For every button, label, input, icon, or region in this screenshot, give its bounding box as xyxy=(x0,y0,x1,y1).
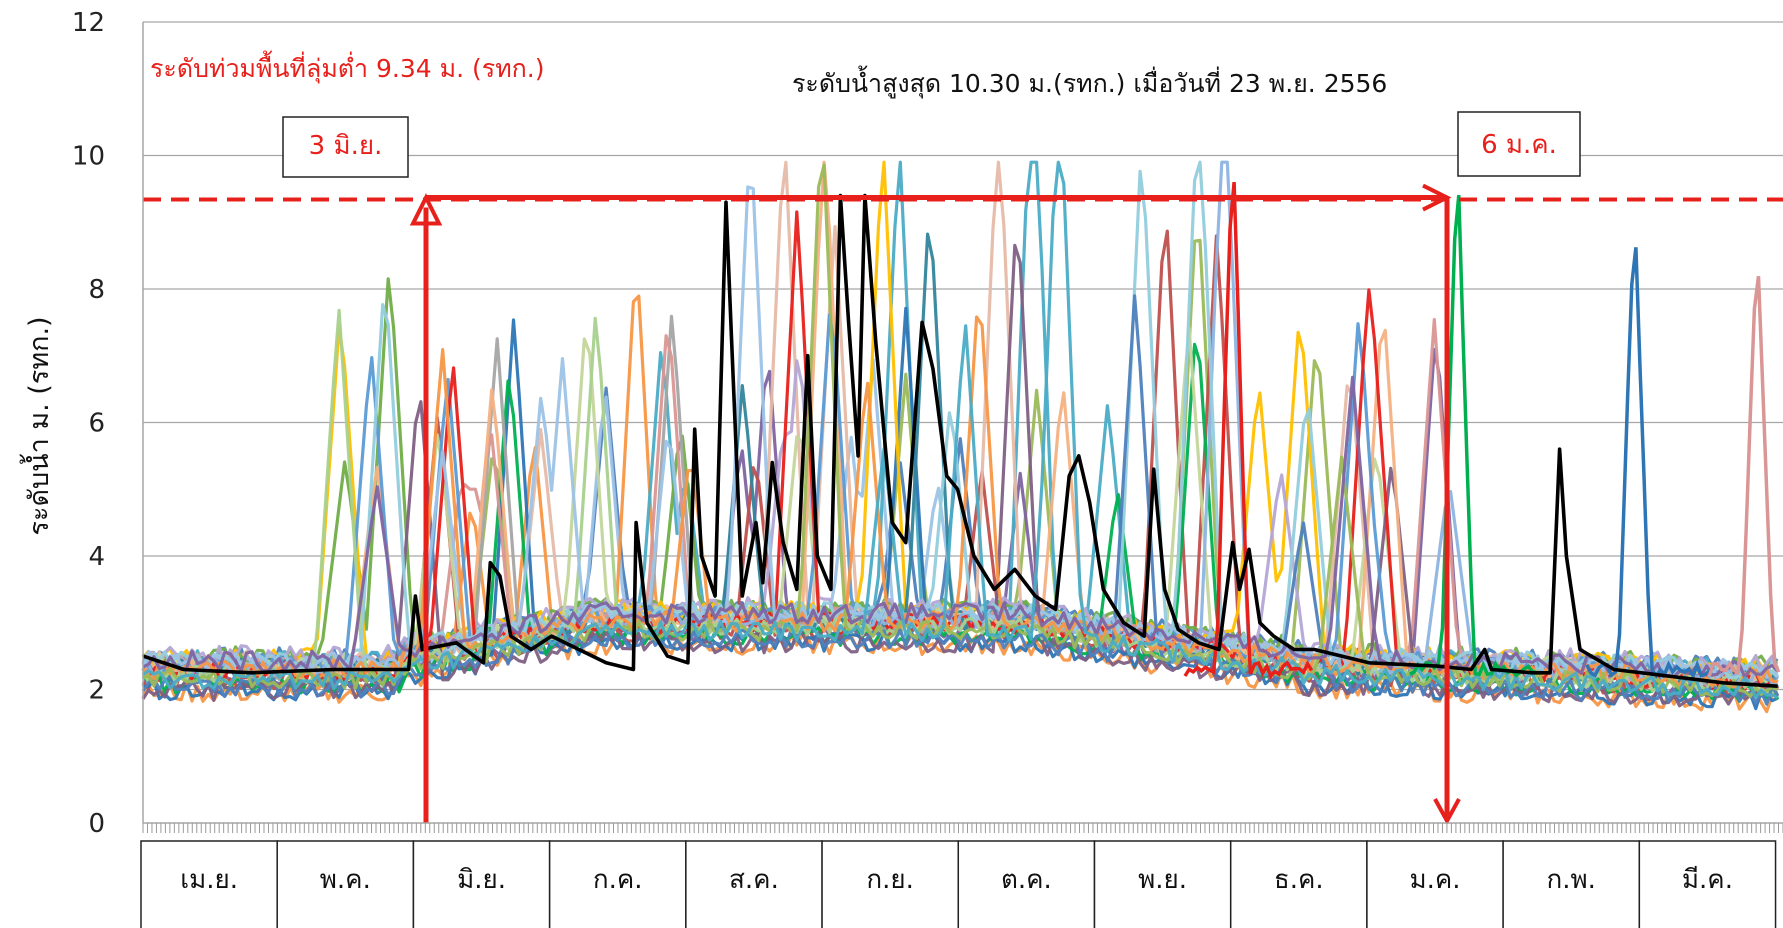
series-line xyxy=(141,185,1780,680)
series-line xyxy=(1707,275,1781,677)
end-arrowhead xyxy=(1433,798,1461,826)
month-cell xyxy=(412,840,551,928)
y-tick-label: 0 xyxy=(88,809,105,839)
month-cell xyxy=(1093,840,1232,928)
month-label: พ.ค. xyxy=(320,865,371,895)
threshold-annotation: ระดับท่วมพื้นที่ลุ่มต่ำ 9.34 ม. (รทก.) xyxy=(150,50,545,84)
month-label: พ.ย. xyxy=(1138,865,1187,895)
month-cell xyxy=(548,840,687,928)
series-line xyxy=(142,375,1779,680)
y-tick-label: 10 xyxy=(72,142,105,172)
month-cell xyxy=(1502,840,1641,928)
month-cell xyxy=(1229,840,1368,928)
series-line xyxy=(1183,181,1314,680)
y-tick-label: 4 xyxy=(88,542,105,572)
highlight-series-line xyxy=(142,193,1778,688)
series-line xyxy=(141,160,1779,678)
annotation-overlay xyxy=(143,183,1783,826)
month-cell xyxy=(276,840,415,928)
month-label: ก.พ. xyxy=(1547,865,1596,895)
max-level-annotation: ระดับน้ำสูงสุด 10.30 ม.(รทก.) เมื่อวันที… xyxy=(792,65,1387,99)
month-label: มิ.ย. xyxy=(457,865,506,895)
month-label: ม.ค. xyxy=(1409,865,1460,895)
month-cell xyxy=(821,840,960,928)
y-tick-label: 8 xyxy=(88,275,105,305)
month-label: เม.ย. xyxy=(180,865,238,895)
month-label: ต.ค. xyxy=(1001,865,1052,895)
series-line xyxy=(141,160,1778,676)
month-label: ส.ค. xyxy=(729,865,779,895)
series-line xyxy=(1585,247,1715,680)
y-tick-label: 6 xyxy=(88,409,105,439)
y-tick-label: 2 xyxy=(88,676,105,706)
start-date-box: 3 มิ.ย. xyxy=(282,116,409,178)
month-label: ธ.ค. xyxy=(1274,865,1324,895)
month-cell xyxy=(1638,840,1777,928)
end-date-box: 6 ม.ค. xyxy=(1457,111,1581,177)
start-arrowhead xyxy=(409,193,443,226)
series-line xyxy=(142,306,1779,711)
y-axis-title: ระดับน้ำ ม. (รทก.) xyxy=(19,316,55,535)
month-cell xyxy=(140,840,278,928)
y-tick-label: 12 xyxy=(72,8,105,38)
x-axis-ticks xyxy=(142,823,1783,833)
month-label: ก.ย. xyxy=(866,865,914,895)
series-line xyxy=(141,294,1779,706)
start-date-label: 3 มิ.ย. xyxy=(309,131,383,161)
month-cell xyxy=(957,840,1096,928)
series-lines xyxy=(141,160,1781,714)
series-line xyxy=(141,160,1779,680)
end-date-label: 6 ม.ค. xyxy=(1481,130,1557,160)
month-cell xyxy=(685,840,823,928)
month-cell xyxy=(1366,840,1504,928)
axes: 0 2 4 6 8 10 12 เม.ย. พ.ค. มิ.ย. ก.ค. ส.ค. ก.ย. ต.ค. พ… xyxy=(72,8,1783,928)
month-label: ก.ค. xyxy=(593,865,643,895)
month-label: มี.ค. xyxy=(1682,865,1733,895)
